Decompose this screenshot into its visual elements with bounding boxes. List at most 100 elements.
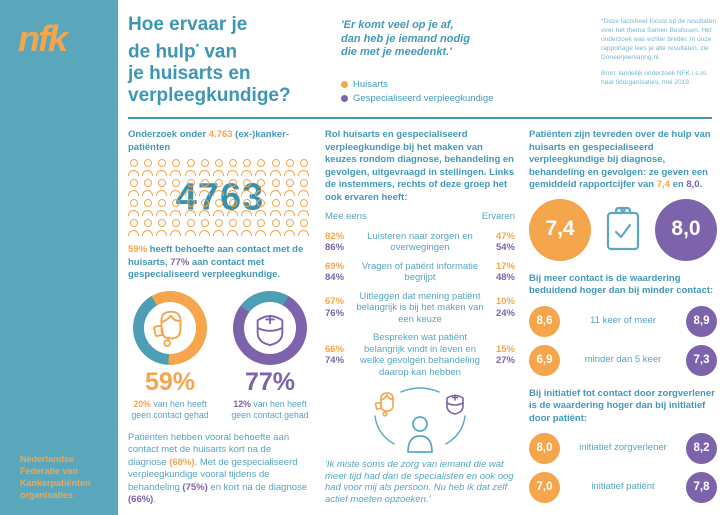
person-icon (212, 199, 225, 216)
person-icon (212, 159, 225, 176)
care-circle-illustration (374, 387, 466, 453)
person-icon (128, 179, 140, 196)
title-line: je huisarts en (128, 63, 251, 85)
person-icon (142, 219, 154, 236)
person-icon (269, 179, 282, 196)
nurse-icon (256, 314, 284, 346)
score-badge: 7,3 (686, 344, 717, 376)
score-badge: 7,8 (686, 472, 717, 503)
person-icon (283, 219, 296, 236)
donut-value-verpleegkundige: 77% (244, 367, 296, 396)
legend-label: Huisarts (353, 79, 388, 90)
average-scores: 7,4 8,0 (529, 198, 717, 261)
person-icon (241, 179, 253, 196)
patient-quote: 'Ik miste soms de zorg van iemand die wa… (325, 459, 514, 505)
col-header-ervaren: Ervaren (481, 211, 515, 222)
donut-huisarts: 59% 20% van hen heeft geen contact gehad (128, 290, 212, 421)
statement-row: 67% 76% Uitleggen dat mening patiënt bela… (325, 290, 515, 325)
nfk-logo: nfk (18, 18, 68, 59)
respondent-grid: 4763 (128, 159, 312, 236)
patient-icon (407, 416, 433, 453)
person-icon (227, 179, 239, 196)
organization-name: Nederlandse Federatie van Kankerpatiënte… (20, 454, 91, 500)
title-line: de hulp* van (128, 41, 238, 63)
col-header-mee-eens: Mee eens (325, 211, 367, 222)
person-icon (283, 179, 296, 196)
statement-row: 69% 84% Vragen of patiënt informatie begr… (325, 260, 515, 284)
score-badge: 8,9 (686, 305, 717, 337)
person-icon (283, 159, 296, 176)
score-badge: 7,0 (529, 472, 560, 503)
doctor-icon (153, 310, 182, 347)
header-quote: 'Er komt veel op je af, dan heb je ieman… (341, 19, 470, 58)
person-icon (170, 199, 182, 216)
respondent-count: 4.763 (208, 129, 233, 140)
person-icon (142, 179, 154, 196)
score-badge: 8,2 (686, 433, 717, 464)
person-icon (269, 199, 282, 216)
donut-hole (144, 301, 196, 354)
person-icon (156, 199, 168, 216)
person-icon (142, 159, 154, 176)
person-icon (170, 219, 182, 236)
col1-outro: Patiënten hebben vooral behoefte aan con… (128, 431, 308, 506)
statement-row: 66% 74% Bespreken wat patiënt belangrijk … (325, 332, 515, 378)
person-icon (255, 219, 267, 236)
score-huisarts: 7,4 (529, 198, 591, 261)
col1-intro: Onderzoek onder 4.763 (ex-)kanker-patiën… (128, 129, 290, 153)
contact-need-text: 59% heeft behoefte aan contact met de hu… (128, 244, 304, 280)
verpleegkundige-dot-icon (341, 95, 348, 102)
title-line: Hoe ervaar je (128, 14, 248, 35)
person-icon (255, 199, 267, 216)
column-statements: Rol huisarts en gespecialiseerd verpleeg… (325, 129, 515, 505)
person-icon (156, 179, 168, 196)
person-icon (241, 199, 253, 216)
person-icon (198, 159, 211, 176)
footnote: *Deze factsheet focust op de resultaten … (601, 17, 717, 94)
person-icon (198, 199, 211, 216)
person-icon (241, 219, 253, 236)
page-title: Hoe ervaar je de hulp* van je huisarts e… (128, 14, 291, 107)
legend-item-huisarts: Huisarts (341, 79, 493, 90)
donut-chart-huisarts (133, 290, 207, 365)
person-icon (297, 219, 310, 236)
score-badge: 8,0 (529, 433, 560, 464)
frequency-row: 8,6 11 keer of meer 8,9 (529, 305, 717, 337)
person-icon (142, 199, 154, 216)
person-icon (255, 159, 267, 176)
donut-verpleegkundige: 77% 12% van hen heeft geen contact gehad (228, 290, 312, 421)
person-icon (269, 159, 282, 176)
column-satisfaction: Patiënten zijn tevreden over de hulp van… (529, 129, 717, 503)
header-divider (128, 117, 712, 119)
person-icon (269, 219, 282, 236)
title-line: verpleegkundige? (128, 85, 291, 107)
score-badge: 8,6 (529, 305, 560, 337)
person-icon (184, 179, 197, 196)
sidebar: nfk Nederlandse Federatie van Kankerpati… (0, 0, 118, 515)
person-icon (227, 219, 239, 236)
legend-item-verpleegkundige: Gespecialiseerd verpleegkundige (341, 93, 493, 104)
score-badge: 6,9 (529, 344, 560, 376)
person-icon (297, 199, 310, 216)
column-respondents: Onderzoek onder 4.763 (ex-)kanker-patiën… (128, 129, 312, 507)
frequency-row: 6,9 minder dan 5 keer 7,3 (529, 344, 717, 376)
donut-note-huisarts: 20% van hen heeft geen contact gehad (131, 398, 209, 420)
initiative-row: 7,0 initiatief patiënt 7,8 (529, 472, 717, 503)
donut-note-verpleegkundige: 12% van hen heeft geen contact gehad (231, 398, 309, 420)
nurse-icon (446, 394, 464, 415)
person-icon (212, 219, 225, 236)
person-icon (283, 199, 296, 216)
person-icon (128, 159, 140, 176)
person-icon (198, 179, 211, 196)
person-icon (255, 179, 267, 196)
legend: Huisarts Gespecialiseerd verpleegkundige (341, 79, 493, 107)
person-icon (227, 159, 239, 176)
person-icon (297, 159, 310, 176)
person-icon (156, 219, 168, 236)
doctor-icon (374, 392, 394, 417)
initiative-heading: Bij initiatief tot contact door zorgverl… (529, 387, 715, 424)
person-icon (170, 179, 182, 196)
person-icon (184, 199, 197, 216)
person-icon (156, 159, 168, 176)
